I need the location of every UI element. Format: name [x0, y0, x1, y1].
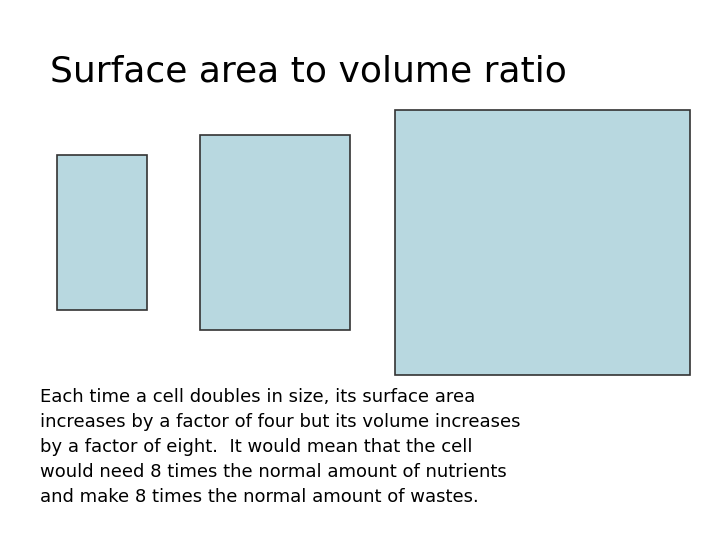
- Text: Each time a cell doubles in size, its surface area
increases by a factor of four: Each time a cell doubles in size, its su…: [40, 388, 521, 506]
- Bar: [200, 135, 350, 330]
- Bar: [395, 110, 690, 375]
- Bar: [57, 155, 147, 310]
- Text: Surface area to volume ratio: Surface area to volume ratio: [50, 55, 567, 89]
